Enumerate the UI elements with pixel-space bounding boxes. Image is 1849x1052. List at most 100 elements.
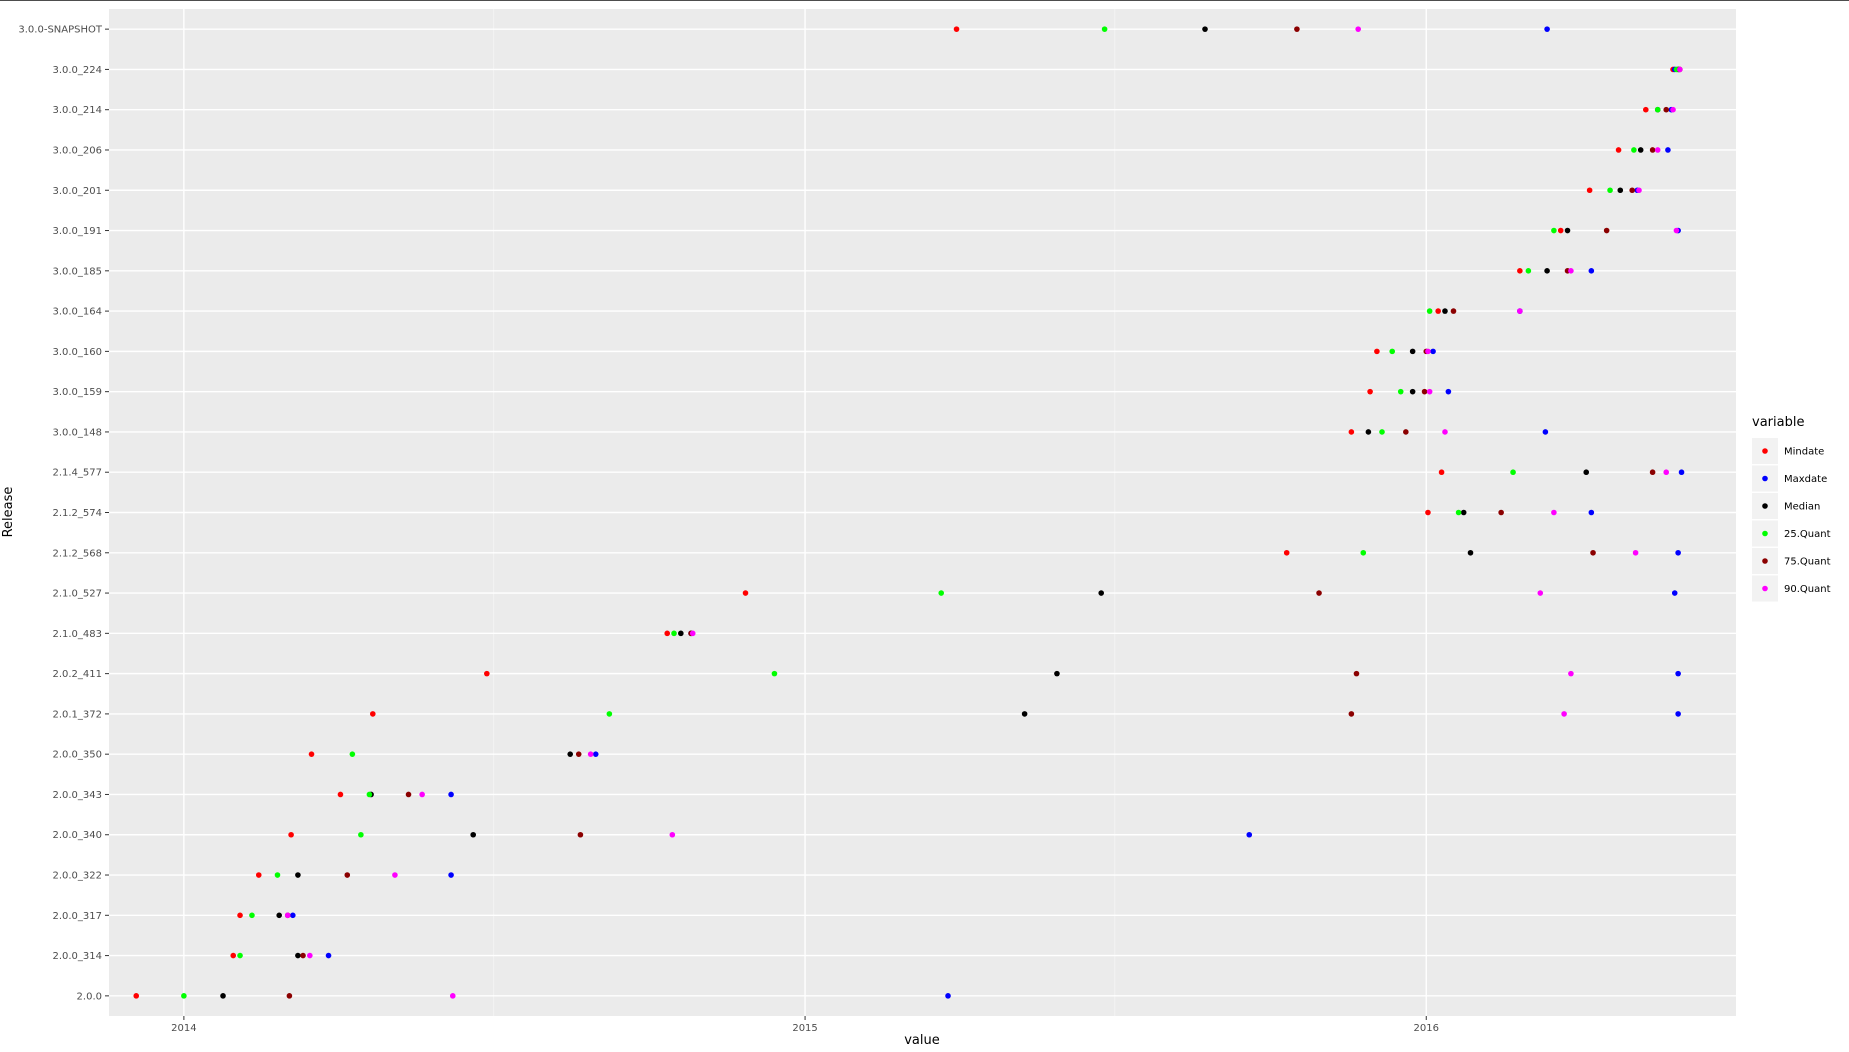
point-median	[678, 630, 684, 637]
point-90-quant	[1517, 308, 1523, 314]
point-75-quant	[1421, 388, 1428, 395]
y-tick-label: 2.1.2_568	[52, 548, 102, 559]
point-mindate	[255, 872, 262, 878]
y-tick-label: 2.0.0_322	[52, 871, 102, 882]
y-tick-label: 2.0.0_317	[52, 911, 102, 922]
point-90-quant	[392, 872, 398, 878]
point-median	[295, 952, 301, 959]
point-median	[220, 993, 226, 999]
point-75-quant	[1348, 711, 1355, 717]
point-mindate	[237, 912, 243, 919]
x-tick-label: 2016	[1414, 1023, 1439, 1034]
y-tick-label: 2.0.0	[77, 991, 102, 1002]
point-75-quant	[1353, 670, 1360, 677]
point-25-quant	[1607, 187, 1613, 194]
point-90-quant	[307, 952, 313, 959]
point-mindate	[742, 590, 749, 596]
point-75-quant	[1294, 26, 1300, 32]
point-maxdate	[1675, 670, 1681, 677]
legend-key-25-quant	[1762, 530, 1768, 537]
point-25-quant	[1360, 549, 1367, 556]
point-mindate	[1643, 106, 1649, 113]
point-25-quant	[1525, 268, 1532, 274]
point-25-quant	[249, 912, 255, 919]
point-75-quant	[577, 831, 584, 838]
y-tick-label: 2.1.2_574	[52, 508, 102, 519]
y-tick-label: 3.0.0_206	[52, 145, 102, 156]
y-tick-label: 2.1.0_527	[52, 589, 102, 600]
point-75-quant	[1590, 549, 1596, 556]
point-median	[1409, 348, 1416, 355]
point-90-quant	[1537, 590, 1544, 596]
point-maxdate	[1430, 348, 1436, 355]
y-axis-title: Release	[1, 487, 16, 538]
point-90-quant	[419, 791, 425, 798]
point-mindate	[664, 630, 671, 637]
y-tick-label: 2.0.0_350	[52, 750, 102, 761]
point-mindate	[1435, 308, 1441, 314]
point-90-quant	[1636, 187, 1642, 194]
point-75-quant	[286, 993, 293, 999]
point-mindate	[1517, 268, 1523, 274]
point-75-quant	[1316, 590, 1322, 596]
point-90-quant	[1654, 147, 1661, 153]
point-90-quant	[1561, 711, 1567, 717]
legend-label-25-quant: 25.Quant	[1784, 529, 1831, 540]
point-75-quant	[1450, 308, 1457, 314]
point-90-quant	[1670, 106, 1676, 113]
y-tick-label: 3.0.0_164	[52, 307, 102, 318]
point-mindate	[369, 711, 376, 717]
point-median	[1202, 26, 1208, 32]
point-90-quant	[1568, 268, 1574, 274]
y-tick-label: 3.0.0_224	[52, 65, 102, 76]
point-median	[1098, 590, 1104, 596]
point-maxdate	[592, 751, 599, 757]
point-median	[470, 831, 477, 838]
legend-label-75-quant: 75.Quant	[1784, 557, 1831, 568]
point-mindate	[288, 831, 294, 838]
point-mindate	[337, 791, 344, 798]
point-median	[1460, 509, 1467, 516]
y-tick-label: 3.0.0_159	[52, 387, 102, 398]
point-75-quant	[1498, 509, 1504, 516]
point-median	[1467, 549, 1474, 556]
y-tick-label: 2.0.0_340	[52, 830, 102, 841]
point-mindate	[1367, 388, 1373, 395]
point-25-quant	[1389, 348, 1396, 355]
point-25-quant	[1101, 26, 1108, 32]
point-median	[1544, 268, 1550, 274]
y-axis: 2.0.0 2.0.0_314 2.0.0_317 2.0.0_322 2.0.0_34…	[18, 25, 109, 1002]
point-maxdate	[1588, 509, 1595, 516]
legend[interactable]: variable Mindate Maxdate Median 25.Quant 75.…	[1752, 415, 1831, 602]
point-25-quant	[349, 751, 356, 757]
point-median	[1583, 469, 1590, 476]
legend-key-90-quant	[1762, 585, 1768, 592]
point-25-quant	[1379, 429, 1385, 435]
legend-title: variable	[1752, 415, 1804, 430]
point-mindate	[1586, 187, 1593, 194]
legend-key-75-quant	[1762, 558, 1768, 564]
point-mindate	[484, 670, 490, 677]
point-maxdate	[1588, 268, 1595, 274]
point-maxdate	[1544, 26, 1550, 32]
point-75-quant	[1603, 227, 1610, 234]
x-axis: 2014 2015 2016	[171, 1016, 1439, 1034]
y-tick-label: 3.0.0_201	[52, 186, 102, 197]
point-25-quant	[1426, 308, 1433, 314]
point-90-quant	[1677, 66, 1683, 73]
y-tick-label: 3.0.0_148	[52, 427, 102, 438]
point-75-quant	[1663, 106, 1670, 113]
y-tick-label: 2.0.1_372	[52, 709, 102, 720]
y-tick-label: 3.0.0_191	[52, 226, 102, 237]
point-75-quant	[300, 952, 306, 959]
point-75-quant	[344, 872, 351, 878]
point-median	[1365, 429, 1372, 435]
point-maxdate	[1671, 590, 1678, 596]
point-25-quant	[1510, 469, 1516, 476]
point-mindate	[1425, 509, 1431, 516]
point-25-quant	[358, 831, 364, 838]
point-75-quant	[1403, 429, 1409, 435]
point-maxdate	[1445, 388, 1452, 395]
point-mindate	[1348, 429, 1355, 435]
point-mindate	[1438, 469, 1445, 476]
